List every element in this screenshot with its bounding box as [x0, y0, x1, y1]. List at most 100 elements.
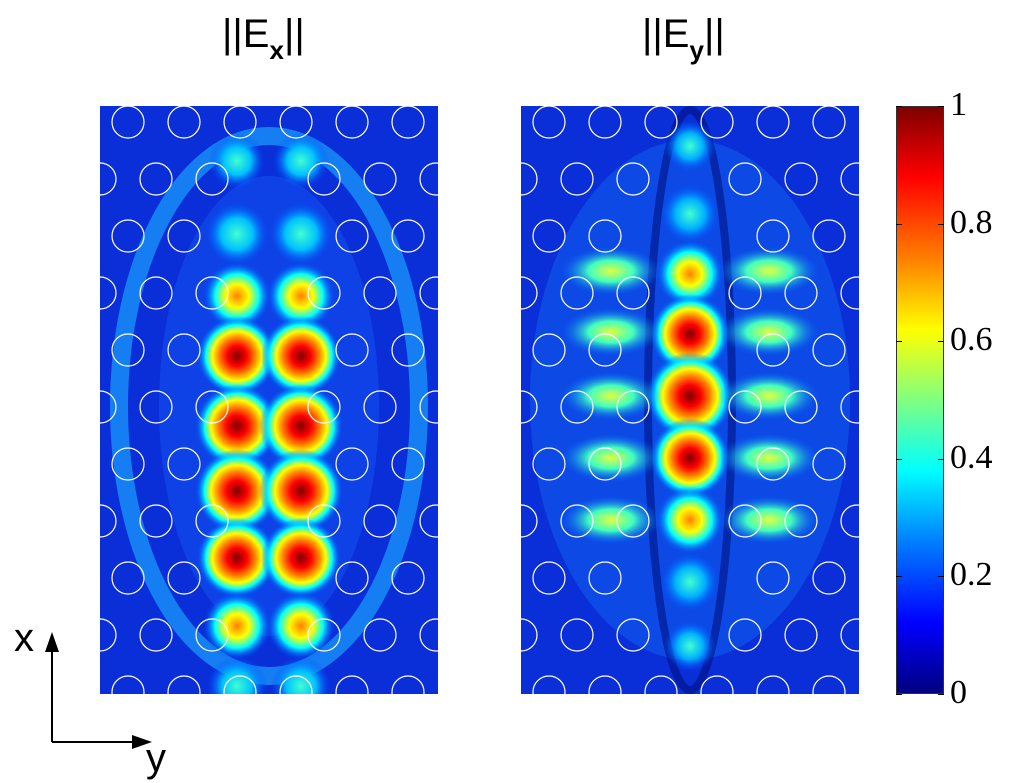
colorbar-tick-label: 0.8: [950, 203, 993, 241]
field-lobe: [656, 240, 724, 308]
lattice-hole: [521, 162, 538, 196]
field-lobe: [664, 620, 716, 672]
lattice-hole: [363, 276, 397, 310]
lattice-hole: [307, 276, 341, 310]
lattice-hole: [560, 390, 594, 424]
field-lobe: [261, 316, 341, 396]
lattice-hole: [728, 618, 762, 652]
lattice-hole: [588, 333, 622, 367]
lattice-hole: [840, 276, 859, 310]
lattice-hole: [812, 219, 846, 253]
colorbar-tickmark: [938, 106, 944, 107]
lattice-hole: [139, 162, 173, 196]
field-lobe: [207, 656, 267, 694]
field-lobe: [261, 518, 341, 598]
lattice-hole: [532, 106, 566, 139]
side-lobe: [561, 308, 661, 356]
lattice-hole: [756, 675, 790, 694]
lattice-hole: [139, 504, 173, 538]
lattice-hole: [100, 162, 117, 196]
lattice-hole: [756, 106, 790, 139]
lattice-hole: [521, 504, 538, 538]
lattice-hole: [100, 504, 117, 538]
field-lobe: [656, 486, 724, 554]
lattice-hole: [784, 162, 818, 196]
side-lobe: [719, 434, 819, 482]
side-lobe: [561, 247, 661, 295]
lattice-hole: [279, 106, 313, 139]
lattice-hole: [840, 618, 859, 652]
side-lobe: [561, 434, 661, 482]
field-lobe: [660, 184, 720, 244]
colorbar-tickmark: [938, 694, 944, 695]
lattice-hole: [419, 276, 438, 310]
lattice-hole: [840, 162, 859, 196]
lattice-hole: [812, 561, 846, 595]
lattice-hole: [139, 390, 173, 424]
field-lobe: [273, 133, 329, 189]
lattice-hole: [111, 561, 145, 595]
field-lobe: [646, 352, 734, 440]
left-title-prefix: ||E: [222, 12, 270, 56]
lattice-hole: [307, 618, 341, 652]
left-title-suffix: ||: [283, 12, 305, 56]
lattice-hole: [644, 106, 678, 139]
lattice-hole: [532, 219, 566, 253]
lattice-hole: [588, 219, 622, 253]
lattice-hole: [644, 675, 678, 694]
colorbar-tickmark: [896, 458, 902, 460]
field-lobe: [197, 518, 277, 598]
lattice-hole: [391, 106, 425, 139]
axis-arrows: [45, 632, 152, 749]
lattice-hole: [532, 447, 566, 481]
field-lobe: [259, 449, 343, 533]
lattice-hole: [167, 447, 201, 481]
ex-field-map-svg: [100, 106, 438, 694]
field-lobe: [197, 316, 277, 396]
field-lobe: [267, 592, 335, 660]
lattice-hole: [335, 675, 369, 694]
colorbar: [896, 106, 944, 694]
field-lobe: [269, 202, 333, 266]
lattice-hole: [111, 333, 145, 367]
field-lobe: [660, 552, 720, 612]
field-lobe: [205, 202, 269, 266]
field-lobe: [209, 133, 265, 189]
lattice-hole: [307, 504, 341, 538]
lattice-hole: [616, 276, 650, 310]
lattice-hole: [532, 675, 566, 694]
colorbar-tickmark: [896, 223, 902, 225]
lattice-hole: [784, 276, 818, 310]
lattice-hole: [756, 561, 790, 595]
lattice-hole: [588, 675, 622, 694]
lattice-hole: [167, 333, 201, 367]
lattice-hole: [812, 675, 846, 694]
colorbar-tickmark: [938, 576, 944, 578]
lattice-hole: [391, 447, 425, 481]
colorbar-tickmark: [896, 341, 902, 343]
lattice-hole: [335, 333, 369, 367]
lattice-hole: [100, 618, 117, 652]
lattice-hole: [756, 219, 790, 253]
right-panel-title: ||Ey||: [642, 12, 725, 65]
lattice-hole: [139, 276, 173, 310]
lattice-hole: [363, 390, 397, 424]
lattice-hole: [307, 162, 341, 196]
lattice-hole: [521, 276, 538, 310]
lattice-hole: [167, 219, 201, 253]
lattice-hole: [532, 333, 566, 367]
left-title-sub: x: [269, 35, 284, 65]
field-lobe: [267, 262, 335, 330]
lattice-hole: [616, 162, 650, 196]
lattice-hole: [363, 162, 397, 196]
lattice-hole: [335, 219, 369, 253]
colorbar-tick-label: 0.6: [950, 321, 993, 359]
lattice-hole: [756, 447, 790, 481]
field-lobe: [650, 294, 730, 374]
field-lobe: [259, 384, 343, 468]
side-lobe: [561, 372, 661, 420]
lattice-hole: [812, 106, 846, 139]
right-title-suffix: ||: [703, 12, 725, 56]
side-lobe: [719, 496, 819, 544]
lattice-hole: [391, 675, 425, 694]
